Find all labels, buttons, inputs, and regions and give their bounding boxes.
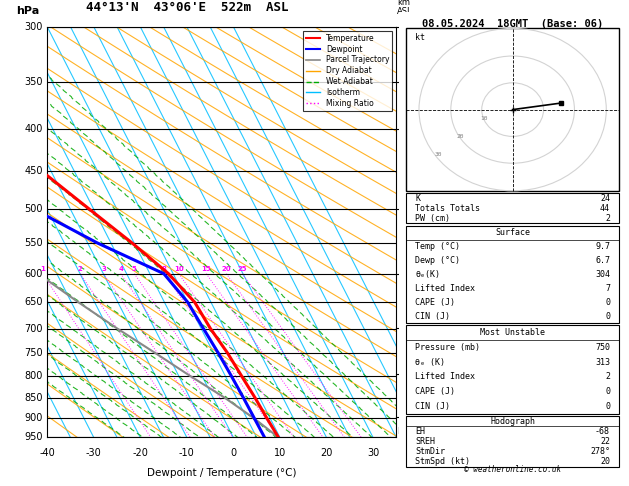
Text: Hodograph: Hodograph <box>490 417 535 426</box>
Text: 10: 10 <box>174 266 184 272</box>
Text: Most Unstable: Most Unstable <box>480 328 545 337</box>
Text: -8: -8 <box>401 22 409 31</box>
Text: 650: 650 <box>24 297 43 307</box>
Text: 5: 5 <box>132 266 136 272</box>
Text: -30: -30 <box>86 448 102 458</box>
Text: 30: 30 <box>435 152 442 157</box>
Text: K: K <box>415 194 420 203</box>
Text: -6: -6 <box>401 125 409 134</box>
Text: 6.7: 6.7 <box>595 256 610 265</box>
Text: 550: 550 <box>24 238 43 248</box>
Text: 0: 0 <box>605 402 610 411</box>
Bar <box>406 28 619 191</box>
Text: 0: 0 <box>605 312 610 321</box>
Text: 22: 22 <box>600 437 610 446</box>
Text: StmSpd (kt): StmSpd (kt) <box>415 457 470 467</box>
Text: 3: 3 <box>101 266 106 272</box>
Text: 304: 304 <box>595 270 610 279</box>
Text: 2: 2 <box>78 266 82 272</box>
Text: -2: -2 <box>401 369 409 379</box>
Text: hPa: hPa <box>16 6 40 17</box>
Text: 10: 10 <box>481 116 488 121</box>
Text: 300: 300 <box>25 22 43 32</box>
Text: 0: 0 <box>605 298 610 307</box>
Text: -40: -40 <box>39 448 55 458</box>
Text: 30: 30 <box>367 448 379 458</box>
Text: Dewp (°C): Dewp (°C) <box>415 256 460 265</box>
Bar <box>406 193 619 224</box>
Text: CAPE (J): CAPE (J) <box>415 298 455 307</box>
Text: SREH: SREH <box>415 437 435 446</box>
Text: Surface: Surface <box>495 228 530 237</box>
Text: CAPE (J): CAPE (J) <box>415 387 455 396</box>
Text: 20: 20 <box>221 266 231 272</box>
Text: 1: 1 <box>40 266 45 272</box>
Text: 0: 0 <box>230 448 237 458</box>
Text: 313: 313 <box>595 358 610 366</box>
Text: 15: 15 <box>201 266 211 272</box>
Text: 7: 7 <box>605 284 610 293</box>
Text: PW (cm): PW (cm) <box>415 214 450 223</box>
Text: -5: -5 <box>401 204 409 213</box>
Text: Dewpoint / Temperature (°C): Dewpoint / Temperature (°C) <box>147 468 296 478</box>
Text: Totals Totals: Totals Totals <box>415 204 481 213</box>
Legend: Temperature, Dewpoint, Parcel Trajectory, Dry Adiabat, Wet Adiabat, Isotherm, Mi: Temperature, Dewpoint, Parcel Trajectory… <box>303 31 392 111</box>
Text: 500: 500 <box>24 204 43 214</box>
Text: Temp (°C): Temp (°C) <box>415 242 460 251</box>
Bar <box>406 326 619 414</box>
Text: 278°: 278° <box>590 447 610 456</box>
Text: -7: -7 <box>401 77 409 86</box>
Text: 600: 600 <box>25 269 43 278</box>
Text: 2: 2 <box>605 372 610 382</box>
Text: 25: 25 <box>238 266 247 272</box>
Text: 2: 2 <box>605 214 610 223</box>
Text: 8: 8 <box>162 266 167 272</box>
Text: © weatheronline.co.uk: © weatheronline.co.uk <box>464 465 561 474</box>
Text: 400: 400 <box>25 124 43 134</box>
Text: 700: 700 <box>24 324 43 333</box>
Text: -10: -10 <box>179 448 195 458</box>
Text: kt: kt <box>415 33 425 42</box>
Text: -3: -3 <box>401 323 409 332</box>
Text: LCL: LCL <box>398 427 413 436</box>
Text: 900: 900 <box>25 413 43 423</box>
Text: 20: 20 <box>456 134 464 139</box>
Text: Pressure (mb): Pressure (mb) <box>415 343 481 352</box>
Text: 750: 750 <box>24 348 43 358</box>
Text: θₑ(K): θₑ(K) <box>415 270 440 279</box>
Text: -68: -68 <box>595 427 610 436</box>
Text: 800: 800 <box>25 371 43 381</box>
Text: 10: 10 <box>274 448 286 458</box>
Text: 44: 44 <box>600 204 610 213</box>
Text: 9.7: 9.7 <box>595 242 610 251</box>
Text: Lifted Index: Lifted Index <box>415 284 476 293</box>
Text: 20: 20 <box>600 457 610 467</box>
Text: 24: 24 <box>600 194 610 203</box>
Text: 850: 850 <box>24 393 43 403</box>
Text: 0: 0 <box>605 387 610 396</box>
Text: -4: -4 <box>401 269 409 278</box>
Text: km
ASL: km ASL <box>398 0 413 17</box>
Text: 08.05.2024  18GMT  (Base: 06): 08.05.2024 18GMT (Base: 06) <box>422 19 603 29</box>
Text: 950: 950 <box>24 433 43 442</box>
Text: -1: -1 <box>401 413 409 422</box>
Text: Lifted Index: Lifted Index <box>415 372 476 382</box>
Text: 20: 20 <box>320 448 333 458</box>
Text: 44°13'N  43°06'E  522m  ASL: 44°13'N 43°06'E 522m ASL <box>86 1 288 15</box>
Bar <box>406 416 619 467</box>
Text: 350: 350 <box>24 77 43 87</box>
Text: -20: -20 <box>132 448 148 458</box>
Bar <box>406 226 619 323</box>
Text: 4: 4 <box>118 266 123 272</box>
Text: 750: 750 <box>595 343 610 352</box>
Text: 450: 450 <box>24 166 43 176</box>
Text: CIN (J): CIN (J) <box>415 312 450 321</box>
Text: EH: EH <box>415 427 425 436</box>
Text: Mixing Ratio (g/kg): Mixing Ratio (g/kg) <box>418 192 427 272</box>
Text: θₑ (K): θₑ (K) <box>415 358 445 366</box>
Text: CIN (J): CIN (J) <box>415 402 450 411</box>
Text: StmDir: StmDir <box>415 447 445 456</box>
